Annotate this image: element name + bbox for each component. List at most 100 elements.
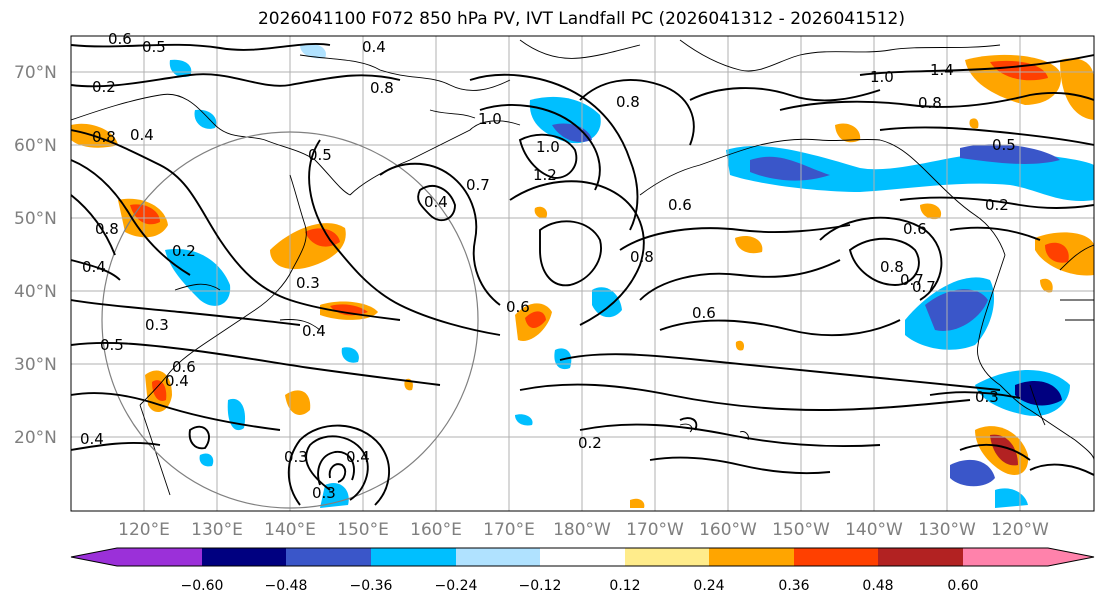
contour-label: 0.3 [312, 484, 336, 502]
lon-label: 140°E [264, 520, 316, 540]
contour-label: 0.2 [172, 242, 196, 260]
longitude-labels: 120°E 130°E 140°E 150°E 160°E 170°E 180°… [118, 520, 1049, 540]
contour-label: 0.4 [346, 448, 370, 466]
negative-anomaly-region [169, 59, 192, 78]
colorbar [70, 547, 1095, 567]
negative-anomaly-region [320, 482, 349, 508]
map-frame [70, 35, 1095, 512]
colorbar-tick-label: 0.24 [693, 578, 724, 594]
negative-anomaly-region [592, 287, 622, 318]
coastlines [71, 39, 1094, 496]
colorbar-segment [540, 548, 625, 566]
colorbar-segment [625, 548, 709, 566]
contour-label: 0.8 [92, 128, 116, 146]
negative-anomaly-core [1015, 380, 1062, 406]
negative-anomaly-region [341, 347, 359, 363]
positive-anomaly-core [152, 380, 167, 401]
landfall-radius-circle [101, 131, 479, 509]
lon-label: 180°W [553, 520, 611, 540]
colorbar-tick-label: −0.36 [350, 578, 393, 594]
negative-anomaly-core [925, 289, 988, 331]
negative-anomaly-region [165, 249, 231, 306]
contour-label: 0.8 [630, 248, 654, 266]
colorbar-tick-label: 0.12 [609, 578, 640, 594]
positive-anomaly-core [1045, 242, 1069, 263]
colorbar-segment [963, 548, 1094, 566]
lon-label: 170°W [626, 520, 684, 540]
lon-label: 150°E [337, 520, 389, 540]
contour-label: 1.0 [478, 110, 502, 128]
contour-label: 0.4 [80, 430, 104, 448]
negative-anomaly-core [750, 156, 830, 181]
colorbar-tick-label: −0.24 [435, 578, 478, 594]
colorbar-outline [70, 547, 1095, 567]
positive-anomaly-region [969, 118, 979, 129]
colorbar-tick-label: 0.48 [862, 578, 893, 594]
contour-label: 0.8 [616, 93, 640, 111]
positive-anomaly-region [920, 203, 942, 220]
lat-label: 70°N [14, 63, 57, 83]
colorbar-segment [456, 548, 540, 566]
contour-label: 0.2 [92, 78, 116, 96]
contour-label: 0.5 [100, 336, 124, 354]
colorbar-tick-label: −0.48 [265, 578, 308, 594]
positive-anomaly-region [835, 123, 861, 143]
contour-label: 0.6 [692, 304, 716, 322]
colorbar-segment [878, 548, 963, 566]
contour-label: 0.6 [172, 358, 196, 376]
lat-label: 30°N [14, 355, 57, 375]
lon-label: 120°E [118, 520, 170, 540]
contour-label: 0.6 [506, 298, 530, 316]
lat-label: 20°N [14, 428, 57, 448]
contour-label: 0.8 [880, 258, 904, 276]
colorbar-tick-label: −0.12 [519, 578, 562, 594]
positive-anomaly-region [285, 390, 311, 415]
contour-label: 0.7 [466, 176, 490, 194]
shaded-field [71, 43, 1094, 508]
contour-label: 0.7 [912, 278, 936, 296]
negative-anomaly-core [960, 144, 1060, 164]
contour-label: 0.4 [302, 322, 326, 340]
contour-label: 1.0 [870, 68, 894, 86]
lon-label: 160°W [699, 520, 757, 540]
contour-label: 0.8 [370, 79, 394, 97]
contour-labels: 0.6 0.5 0.4 0.2 0.8 0.8 0.4 0.5 0.7 1.0 … [80, 30, 1016, 502]
contour-label: 0.3 [145, 316, 169, 334]
contour-label: 0.5 [308, 146, 332, 164]
negative-anomaly-region [950, 459, 995, 487]
lon-label: 130°E [191, 520, 243, 540]
lon-label: 130°W [918, 520, 976, 540]
negative-anomaly-region [515, 414, 533, 426]
contour-label: 1.4 [930, 61, 954, 79]
contour-label: 0.5 [142, 38, 166, 56]
lat-label: 40°N [14, 282, 57, 302]
contour-label: 0.4 [82, 258, 106, 276]
lon-label: 150°W [772, 520, 830, 540]
contour-label: 0.2 [985, 196, 1009, 214]
contour-label: 0.3 [284, 448, 308, 466]
latitude-labels: 70°N 60°N 50°N 40°N 30°N 20°N [14, 63, 57, 448]
contour-label: 0.8 [918, 94, 942, 112]
negative-anomaly-region [227, 398, 246, 431]
positive-anomaly-region [1060, 58, 1094, 120]
colorbar-segment [709, 548, 794, 566]
contour-label: 0.8 [95, 220, 119, 238]
contour-label: 0.4 [130, 126, 154, 144]
contour-label: 0.5 [992, 136, 1016, 154]
negative-anomaly-region [194, 109, 217, 129]
colorbar-ticks: −0.60 −0.48 −0.36 −0.24 −0.12 0.12 0.24 … [181, 578, 979, 594]
colorbar-segment [202, 548, 286, 566]
contour-label: 0.6 [108, 30, 132, 48]
contour-label: 0.2 [578, 434, 602, 452]
contour-label: 0.3 [975, 388, 999, 406]
contour-label: 1.2 [533, 166, 557, 184]
positive-anomaly-core [525, 311, 546, 328]
contour-label: 0.4 [362, 38, 386, 56]
contour-label: 0.7 [900, 271, 924, 289]
lon-label: 170°E [483, 520, 535, 540]
positive-anomaly-region [534, 206, 548, 219]
positive-anomaly-core [330, 304, 368, 316]
negative-anomaly-region [300, 43, 326, 59]
contour-label: 0.6 [903, 220, 927, 238]
colorbar-segment [71, 548, 202, 566]
